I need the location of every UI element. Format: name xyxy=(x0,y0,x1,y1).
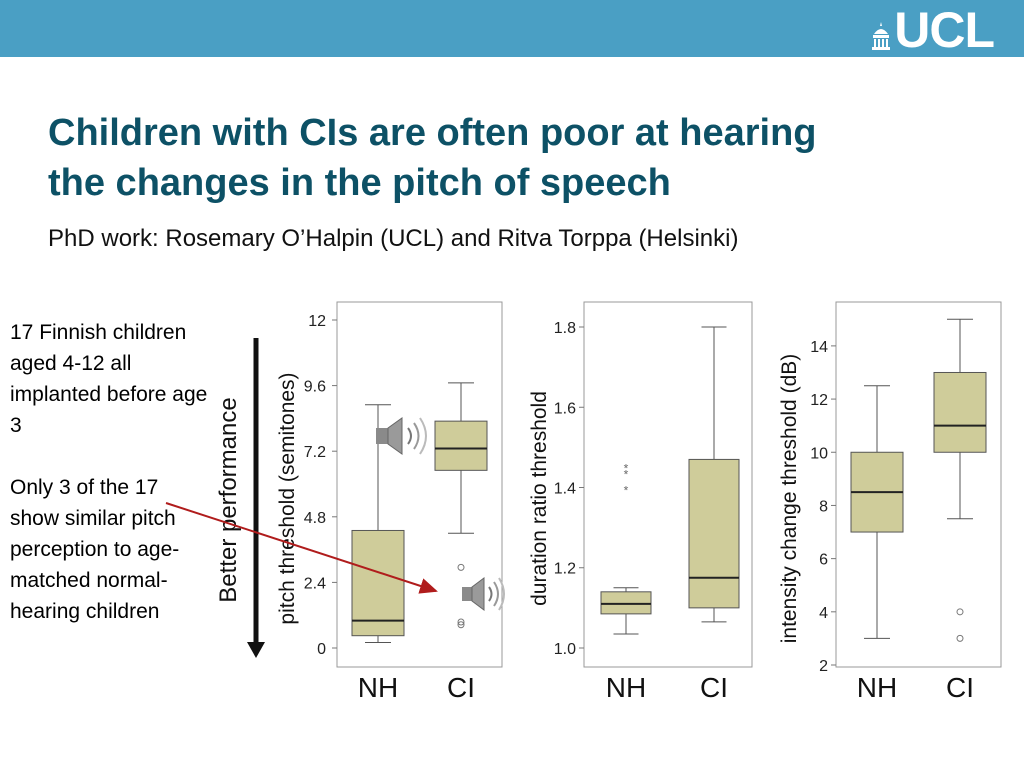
category-label: CI xyxy=(700,672,728,703)
iqr-box xyxy=(688,458,740,609)
speaker-icon[interactable] xyxy=(462,577,505,611)
pointer-arrow xyxy=(165,502,438,594)
y-axis-label: pitch threshold (semitones) xyxy=(276,372,299,624)
portico-icon xyxy=(872,22,891,50)
boxplot-panel-1: 0 2.4 4.8 7.2 9.6 12 pitch threshold (semitone… xyxy=(276,301,503,703)
plot-frame xyxy=(336,301,503,668)
y-tick-label: 4 xyxy=(819,605,828,622)
outlier-point xyxy=(457,618,465,626)
box-ci xyxy=(434,382,488,629)
y-tick-label: 12 xyxy=(810,392,828,409)
performance-arrow-head xyxy=(247,642,265,658)
slide-title: Children with CIs are often poor at hear… xyxy=(48,108,948,208)
study-description: 17 Finnish children aged 4-12 all implan… xyxy=(10,321,208,437)
iqr-box xyxy=(600,591,652,615)
category-label: CI xyxy=(946,672,974,703)
plot-frame xyxy=(583,301,753,668)
outlier-point xyxy=(956,608,964,616)
boxplot-panel-2: 1.0 1.2 1.4 1.6 1.8 duration ratio threshold *… xyxy=(528,301,753,703)
title-line-1: Children with CIs are often poor at hear… xyxy=(48,112,817,154)
outlier-point xyxy=(956,634,964,642)
y-axis-label: duration ratio threshold xyxy=(528,391,551,606)
boxplot-panel-3: 2 4 6 8 10 12 14 intensity change threshold (dB… xyxy=(778,301,1002,703)
y-tick-label: 4.8 xyxy=(304,510,326,527)
box-nh: *** xyxy=(600,461,652,635)
better-performance-label: Better performance xyxy=(215,397,242,602)
iqr-box xyxy=(434,420,488,471)
y-tick-label: 1.8 xyxy=(554,320,576,337)
y-tick-label: 1.0 xyxy=(554,641,576,658)
y-tick-label: 6 xyxy=(819,552,828,569)
y-tick-label: 1.4 xyxy=(554,481,576,498)
extreme-point: * xyxy=(624,484,629,498)
y-tick-label: 1.2 xyxy=(554,561,576,578)
outlier-point xyxy=(457,563,465,571)
iqr-box xyxy=(351,529,405,637)
category-label: NH xyxy=(857,672,897,703)
y-axis-label: intensity change threshold (dB) xyxy=(778,354,801,644)
y-tick-label: 12 xyxy=(308,313,326,330)
y-tick-label: 1.6 xyxy=(554,400,576,417)
slide-subtitle: PhD work: Rosemary O’Halpin (UCL) and Ri… xyxy=(48,225,739,252)
y-tick-label: 9.6 xyxy=(304,379,326,396)
extreme-point: * xyxy=(624,467,629,481)
y-tick-label: 2 xyxy=(819,658,828,675)
category-label: CI xyxy=(447,672,475,703)
y-tick-label: 0 xyxy=(317,641,326,658)
category-label: NH xyxy=(358,672,398,703)
box-ci xyxy=(688,326,740,623)
outlier-point xyxy=(457,621,465,629)
y-tick-label: 8 xyxy=(819,498,828,515)
box-ci xyxy=(933,318,987,642)
category-label: NH xyxy=(606,672,646,703)
header-bar: UCL xyxy=(0,0,1024,57)
title-line-2: the changes in the pitch of speech xyxy=(48,162,671,204)
y-tick-label: 7.2 xyxy=(304,444,326,461)
box-nh xyxy=(850,385,904,639)
box-nh xyxy=(351,404,405,644)
y-tick-label: 14 xyxy=(810,339,828,356)
extreme-point: * xyxy=(624,461,629,475)
iqr-box xyxy=(933,371,987,453)
speaker-icon[interactable] xyxy=(376,417,427,455)
finding-description: Only 3 of the 17 show similar pitch perc… xyxy=(10,476,180,623)
plot-frame xyxy=(835,301,1002,668)
better-performance-annotation: Better performance xyxy=(215,338,265,658)
logo-text: UCL xyxy=(894,2,995,58)
y-tick-label: 10 xyxy=(810,445,828,462)
ucl-logo: UCL xyxy=(872,2,995,58)
y-tick-label: 2.4 xyxy=(304,575,326,592)
